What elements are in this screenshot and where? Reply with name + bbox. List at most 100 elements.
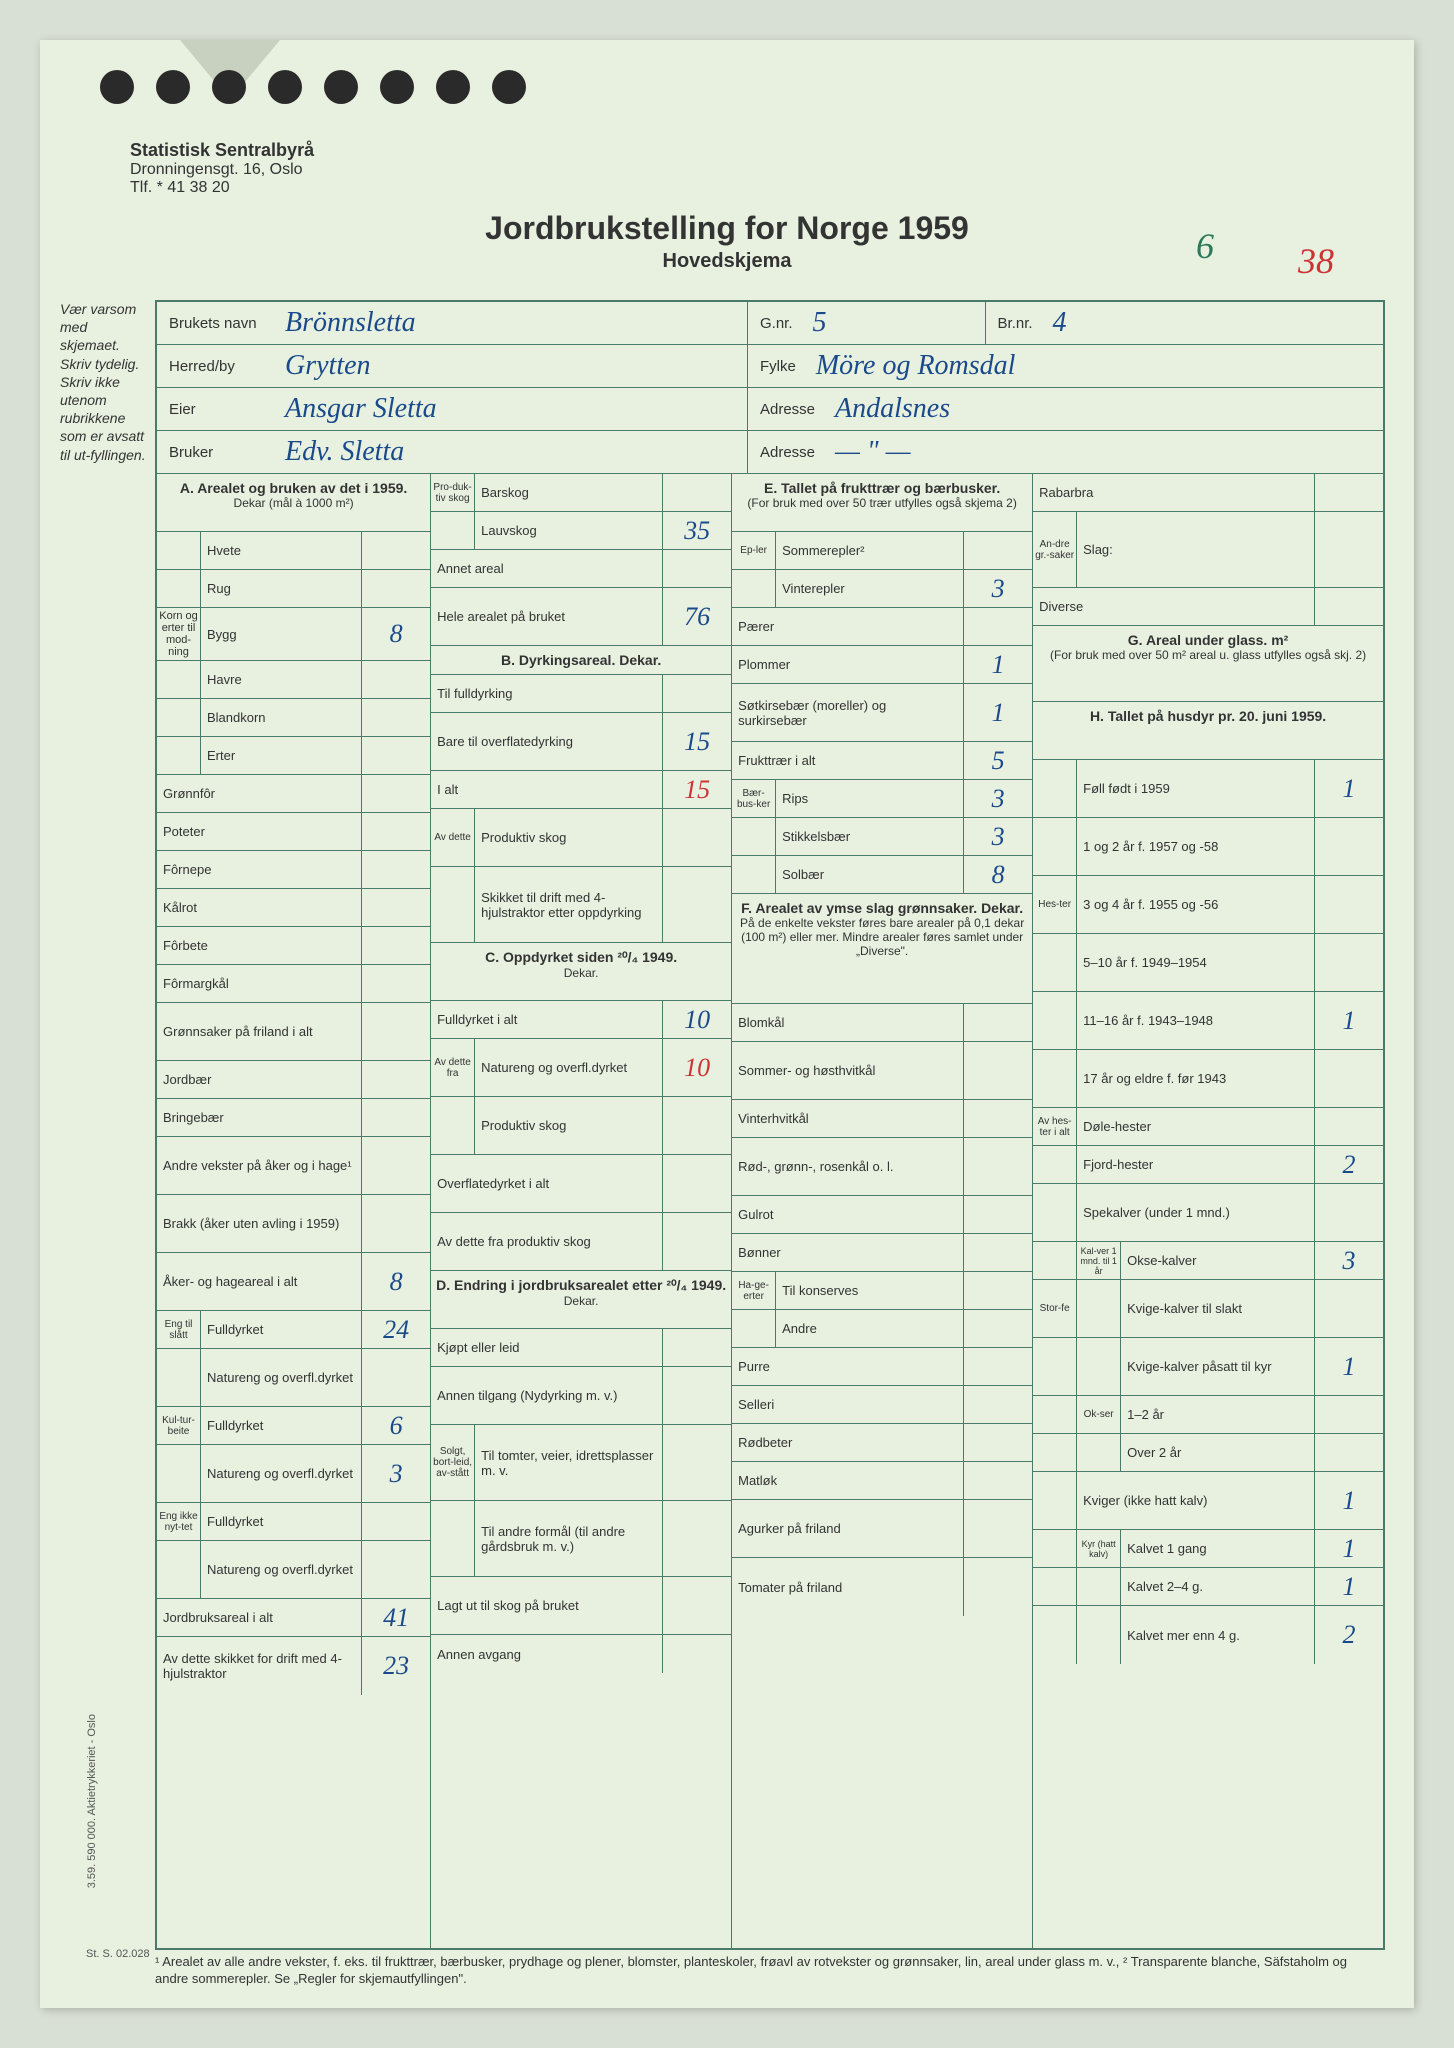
eng-nat-lbl: Natureng og overfl.dyrket	[201, 1349, 362, 1406]
selleri-val	[964, 1386, 1032, 1423]
c-overfl-lbl: Overflatedyrket i alt	[431, 1155, 663, 1212]
barskog-lbl: Barskog	[475, 474, 663, 511]
c-fulldyrket-lbl: Fulldyrket i alt	[431, 1001, 663, 1038]
ein-nat-lbl: Natureng og overfl.dyrket	[201, 1541, 362, 1598]
kvigekalver-slakt-lbl: Kvige-kalver til slakt	[1121, 1280, 1315, 1337]
formargkal-val	[362, 965, 430, 1002]
oksekalver-val: 3	[1315, 1242, 1383, 1279]
brnr: 4	[1045, 307, 1383, 339]
bringebaer-val	[362, 1099, 430, 1136]
rodbeter-val	[964, 1424, 1032, 1461]
d-skog-val	[663, 1577, 731, 1634]
footnote: ¹ Arealet av alle andre vekster, f. eks.…	[155, 1954, 1365, 1988]
bygg-lbl: Bygg	[201, 608, 362, 660]
kb-nat-lbl: Natureng og overfl.dyrket	[201, 1445, 362, 1502]
hele-areal-val: 76	[663, 588, 731, 645]
kvigekalver-kyr-val: 1	[1315, 1338, 1383, 1395]
side-av-dette: Av dette	[431, 809, 475, 866]
foll-val: 1	[1315, 760, 1383, 817]
side-kalver: Kal-ver 1 mnd. til 1 år	[1077, 1242, 1121, 1279]
dolehester-val	[1315, 1108, 1383, 1145]
side-kulturbeite: Kul-tur-beite	[157, 1407, 201, 1444]
jordbaer-lbl: Jordbær	[157, 1061, 362, 1098]
org-name: Statistisk Sentralbyrå	[130, 140, 314, 161]
foll-lbl: Føll født i 1959	[1077, 760, 1315, 817]
kalvet-1-val: 1	[1315, 1530, 1383, 1567]
kb-full-lbl: Fulldyrket	[201, 1407, 362, 1444]
blomkal-val	[964, 1004, 1032, 1041]
skikket-4hj-lbl: Av dette skikket for drift med 4-hjulstr…	[157, 1637, 362, 1695]
purre-val	[964, 1348, 1032, 1385]
d-tomter-lbl: Til tomter, veier, idrettsplasser m. v.	[475, 1425, 663, 1500]
kvigekalver-kyr-lbl: Kvige-kalver påsatt til kyr	[1121, 1338, 1315, 1395]
erter-lbl: Erter	[201, 737, 362, 774]
stikkelsbaer-val: 3	[964, 818, 1032, 855]
h1-2-lbl: 1 og 2 år f. 1957 og -58	[1077, 818, 1315, 875]
brukets-navn: Brönnsletta	[277, 307, 747, 339]
side-hester: Hes-ter	[1033, 876, 1077, 933]
sommerepler-val	[964, 532, 1032, 569]
section-EF: E. Tallet på frukttrær og bærbusker. (Fo…	[732, 474, 1033, 1948]
tomater-val	[964, 1558, 1032, 1616]
til-full-val	[663, 675, 731, 712]
lauvskog-lbl: Lauvskog	[475, 512, 663, 549]
printer-code: 3.59. 590 000. Aktietrykkeriet - Oslo	[86, 1714, 98, 1888]
hdr-row-3: Eier Ansgar Sletta Adresse Andalsnes	[157, 388, 1383, 431]
c-natureng-lbl: Natureng og overfl.dyrket	[475, 1039, 663, 1096]
fjordhester-val: 2	[1315, 1146, 1383, 1183]
til-full-lbl: Til fulldyrking	[431, 675, 663, 712]
solbaer-lbl: Solbær	[776, 856, 964, 893]
d-skog-lbl: Lagt ut til skog på bruket	[431, 1577, 663, 1634]
hdr-row-4: Bruker Edv. Sletta Adresse — " —	[157, 431, 1383, 474]
vinterhvitkal-val	[964, 1100, 1032, 1137]
side-korn	[157, 532, 201, 569]
side-eng-ikke: Eng ikke nyt-tet	[157, 1503, 201, 1540]
b-skikket-lbl: Skikket til drift med 4-hjulstraktor ett…	[475, 867, 663, 942]
b-prod-skog-val	[663, 809, 731, 866]
gulrot-val	[964, 1196, 1032, 1233]
adresse-lbl: Adresse	[748, 401, 827, 418]
sotkirs-val: 1	[964, 684, 1032, 741]
forbete-val	[362, 927, 430, 964]
c-natureng-val: 10	[663, 1039, 731, 1096]
handwritten-page-green: 6	[1196, 225, 1214, 267]
h1-2-val	[1315, 818, 1383, 875]
rips-val: 3	[964, 780, 1032, 817]
tomater-lbl: Tomater på friland	[732, 1558, 964, 1616]
blandkorn-lbl: Blandkorn	[201, 699, 362, 736]
side-c-avdette: Av dette fra	[431, 1039, 475, 1096]
formargkal-lbl: Fôrmargkål	[157, 965, 362, 1002]
d-kjopt-val	[663, 1329, 731, 1366]
konserves-lbl: Til konserves	[776, 1272, 964, 1309]
paerer-lbl: Pærer	[732, 608, 964, 645]
fylke-lbl: Fylke	[748, 358, 808, 375]
rips-lbl: Rips	[776, 780, 964, 817]
c-avdette-prod-val	[663, 1213, 731, 1270]
side-korn-txt: Korn og erter til mod-ning	[157, 608, 201, 660]
gnr-lbl: G.nr.	[748, 315, 805, 332]
ein-full-val	[362, 1503, 430, 1540]
erter-val	[362, 737, 430, 774]
rodgronn-val	[964, 1138, 1032, 1195]
eier: Ansgar Sletta	[277, 393, 747, 425]
side-storfe: Stor-fe	[1033, 1280, 1077, 1337]
d-andre-lbl: Til andre formål (til andre gårdsbruk m.…	[475, 1501, 663, 1576]
d-avgang-lbl: Annen avgang	[431, 1635, 663, 1673]
side-andre-gr: An-dre gr.-saker	[1033, 512, 1077, 587]
kviger-ikke-val: 1	[1315, 1472, 1383, 1529]
ein-nat-val	[362, 1541, 430, 1598]
oksekalver-lbl: Okse-kalver	[1121, 1242, 1315, 1279]
dolehester-lbl: Døle-hester	[1077, 1108, 1315, 1145]
side-baerbusker: Bær-bus-ker	[732, 780, 776, 817]
rabarbra-lbl: Rabarbra	[1033, 474, 1315, 511]
barskog-val	[663, 474, 731, 511]
handwritten-page-red: 38	[1298, 240, 1334, 282]
okser-1-2-lbl: 1–2 år	[1121, 1396, 1315, 1433]
fylke: Möre og Romsdal	[808, 350, 1383, 382]
eng-full-lbl: Fulldyrket	[201, 1311, 362, 1348]
vinterepler-lbl: Vinterepler	[776, 570, 964, 607]
kalvet-mer4-val: 2	[1315, 1606, 1383, 1664]
diverse-val	[1315, 588, 1383, 625]
okser-over2-lbl: Over 2 år	[1121, 1434, 1315, 1471]
hele-areal-lbl: Hele arealet på bruket	[431, 588, 663, 645]
